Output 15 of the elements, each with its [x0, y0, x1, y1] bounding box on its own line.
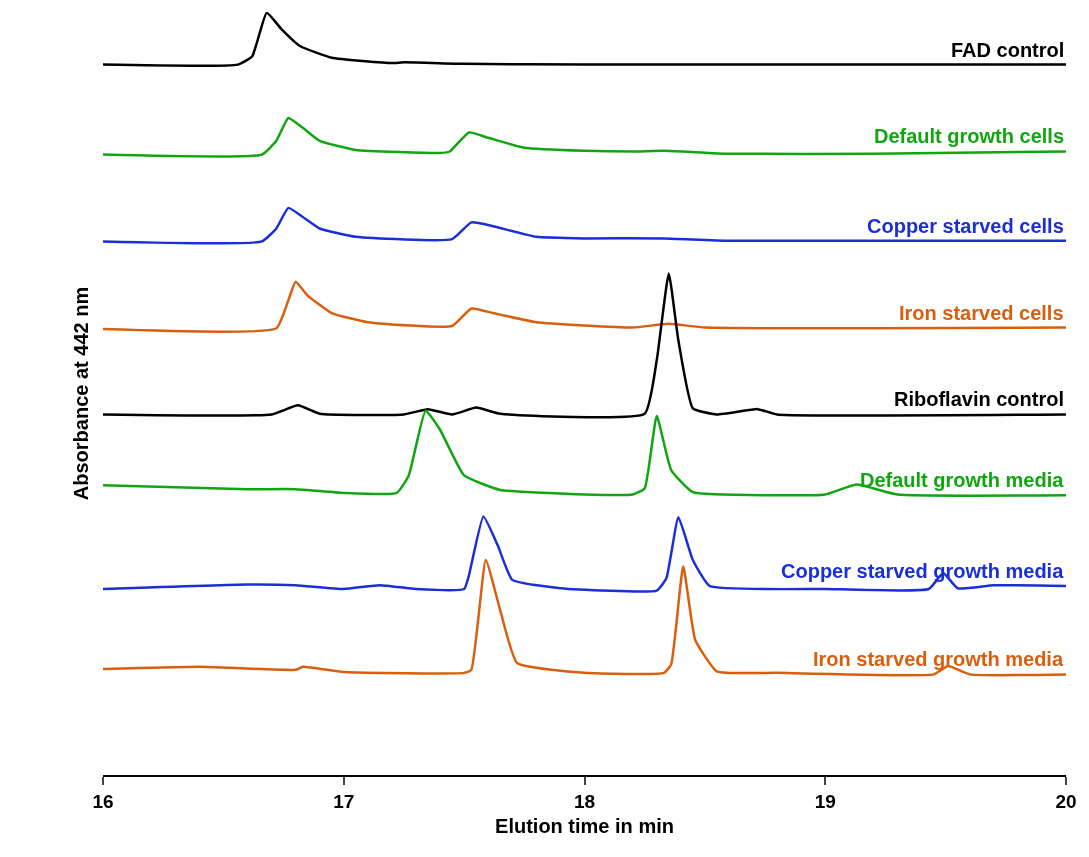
series-label: Iron starved growth media: [813, 648, 1064, 670]
series-label: Iron starved cells: [899, 302, 1064, 324]
x-axis-title: Elution time in min: [495, 814, 674, 837]
x-tick-label: 19: [814, 790, 836, 812]
series-label: Default growth cells: [874, 125, 1065, 147]
series-label: Riboflavin control: [894, 388, 1064, 410]
x-tick-label: 16: [92, 790, 114, 812]
x-tick-label: 17: [333, 790, 355, 812]
x-tick-label: 18: [573, 790, 596, 812]
series-label: Default growth media: [860, 469, 1065, 491]
series-label: Copper starved cells: [867, 215, 1064, 237]
x-tick-label: 20: [1055, 790, 1077, 812]
series-label: FAD control: [951, 39, 1065, 61]
y-axis-title: Absorbance at 442 nm: [69, 286, 92, 501]
series-label: Copper starved growth media: [781, 560, 1065, 582]
